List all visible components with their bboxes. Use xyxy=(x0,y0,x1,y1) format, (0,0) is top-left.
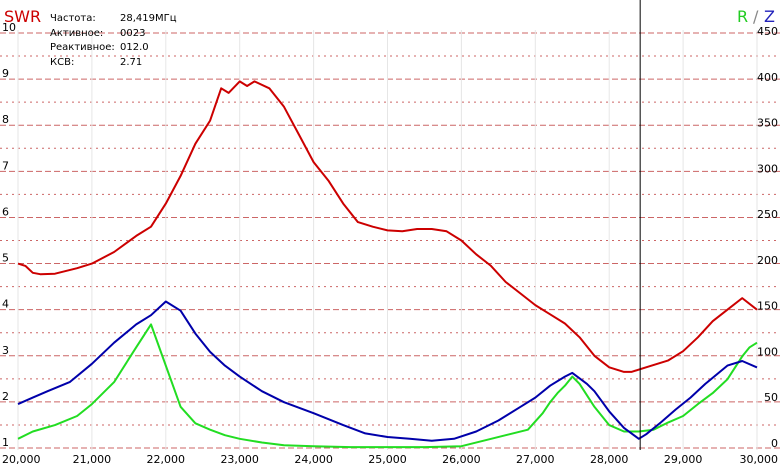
readout-value-frequency: 28,419МГц xyxy=(120,13,177,24)
y-right-tick-label: 350 xyxy=(757,117,778,130)
y-left-tick-label: 5 xyxy=(2,252,9,265)
readout-panel: Частота: 28,419МГц Активное: 0023 Реакти… xyxy=(50,13,177,68)
axis-tick-labels: 1234567891005010015020025030035040045020… xyxy=(2,21,779,466)
x-tick-label: 28,000 xyxy=(590,453,629,465)
x-tick-label: 29,000 xyxy=(664,453,703,465)
x-tick-label: 21,000 xyxy=(73,453,112,465)
y-right-tick-label: 300 xyxy=(757,162,778,175)
y-left-tick-label: 2 xyxy=(2,390,9,403)
x-tick-label: 20,000 xyxy=(2,453,41,465)
x-tick-label: 30,000 xyxy=(740,453,779,465)
right-axis-title-r: R xyxy=(737,7,748,26)
y-right-tick-label: 250 xyxy=(757,208,778,221)
right-axis-title-sep: / xyxy=(753,7,759,26)
x-tick-label: 26,000 xyxy=(442,453,481,465)
y-left-tick-label: 9 xyxy=(2,67,9,80)
readout-value-resistance: 0023 xyxy=(120,28,145,39)
y-left-tick-label: 3 xyxy=(2,344,9,357)
y-left-tick-label: 10 xyxy=(2,21,16,34)
series-line-z xyxy=(17,300,758,442)
series-line-swr xyxy=(17,80,758,373)
series-line-r xyxy=(17,323,758,449)
x-tick-label: 25,000 xyxy=(368,453,407,465)
y-left-tick-label: 8 xyxy=(2,113,9,126)
x-tick-label: 22,000 xyxy=(147,453,186,465)
readout-label-swr: КСВ: xyxy=(50,57,74,68)
readout-value-reactance: 012.0 xyxy=(120,42,149,53)
y-right-tick-label: 50 xyxy=(764,391,778,404)
x-tick-label: 27,000 xyxy=(516,453,555,465)
readout-label-resistance: Активное: xyxy=(50,28,103,39)
x-tick-label: 23,000 xyxy=(220,453,259,465)
readout-label-reactance: Реактивное: xyxy=(50,42,115,53)
right-axis-title-z: Z xyxy=(764,7,775,26)
y-left-tick-label: 7 xyxy=(2,159,9,172)
y-right-tick-label: 150 xyxy=(757,300,778,313)
y-left-tick-label: 1 xyxy=(2,436,9,449)
y-right-tick-label: 100 xyxy=(757,345,778,358)
data-series xyxy=(17,80,758,449)
readout-value-swr: 2.71 xyxy=(120,57,142,68)
left-axis-title: SWR xyxy=(4,7,41,26)
readout-label-frequency: Частота: xyxy=(50,13,96,24)
y-left-tick-label: 6 xyxy=(2,205,9,218)
y-right-tick-label: 400 xyxy=(757,71,778,84)
y-right-tick-label: 200 xyxy=(757,254,778,267)
grid-lines xyxy=(0,30,780,450)
y-right-tick-label: 450 xyxy=(757,25,778,38)
y-right-tick-label: 0 xyxy=(771,437,778,450)
y-left-tick-label: 4 xyxy=(2,298,9,311)
x-tick-label: 24,000 xyxy=(294,453,333,465)
